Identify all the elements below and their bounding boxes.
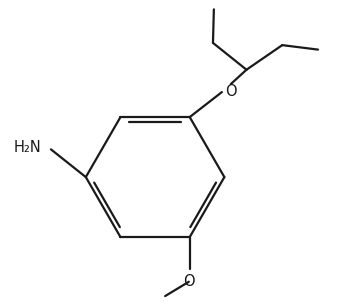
- Text: H₂N: H₂N: [13, 140, 41, 155]
- Text: O: O: [183, 274, 195, 289]
- Text: O: O: [225, 84, 237, 99]
